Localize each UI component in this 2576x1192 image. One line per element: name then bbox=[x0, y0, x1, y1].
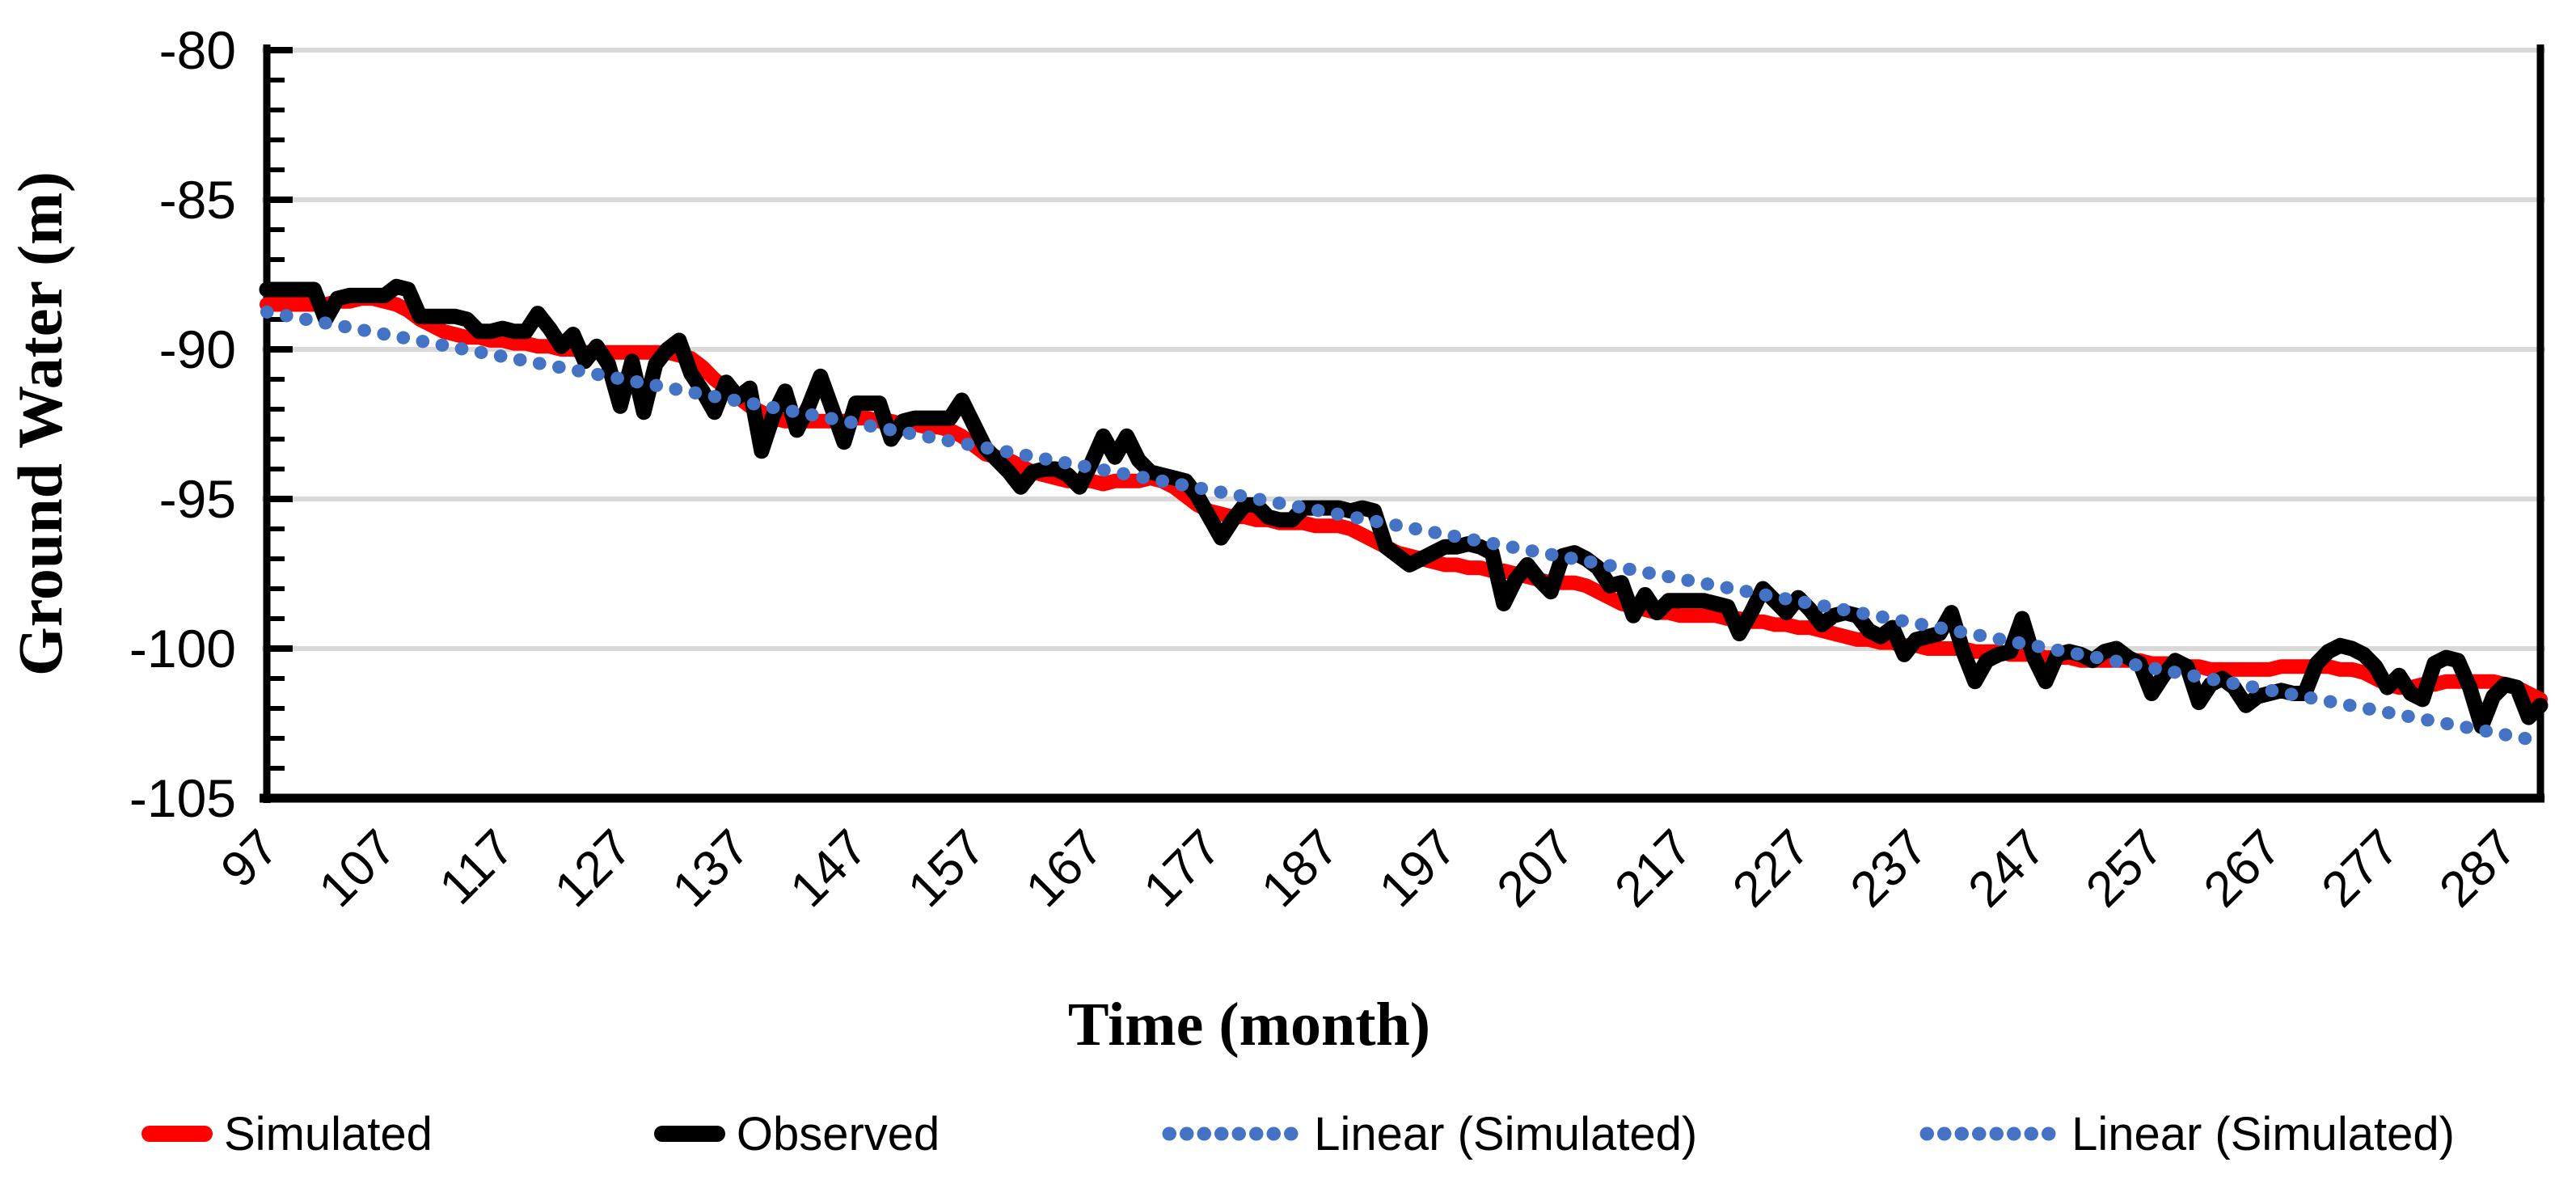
data-series-lines bbox=[259, 278, 2549, 748]
x-tick-label: 217 bbox=[1604, 819, 1703, 918]
x-tick-label: 167 bbox=[1016, 819, 1114, 918]
x-tick-label: 107 bbox=[309, 819, 408, 918]
x-tick-label: 147 bbox=[779, 819, 878, 918]
y-tick-label: -105 bbox=[129, 768, 236, 828]
simulated-line-swatch bbox=[141, 1126, 213, 1142]
series-observed-line bbox=[259, 278, 2549, 734]
x-tick-label: 257 bbox=[2076, 819, 2174, 918]
x-tick-label: 197 bbox=[1369, 819, 1467, 918]
legend-item-observed: Observed bbox=[653, 1107, 940, 1161]
x-tick-label: 157 bbox=[897, 819, 996, 918]
y-axis-ticks bbox=[267, 47, 293, 801]
legend-label-linear-simulated-2: Linear (Simulated) bbox=[2071, 1107, 2455, 1160]
legend-item-linear-simulated-1: Linear (Simulated) bbox=[1161, 1107, 1697, 1161]
chart-legend: Simulated Observed Linear (Simulated) Li… bbox=[0, 1085, 2576, 1182]
linear-simulated-dotted-swatch bbox=[1162, 1126, 1302, 1141]
x-tick-label: 277 bbox=[2312, 819, 2410, 918]
x-tick-label: 97 bbox=[210, 819, 289, 898]
x-axis-title: Time (month) bbox=[1068, 991, 1430, 1059]
y-tick-label: -85 bbox=[159, 170, 236, 230]
observed-line-swatch bbox=[653, 1126, 725, 1142]
y-axis-title: Ground Water (m) bbox=[5, 171, 75, 676]
x-tick-label: 137 bbox=[662, 819, 761, 918]
x-tick-label: 177 bbox=[1134, 819, 1232, 918]
y-tick-label: -95 bbox=[159, 469, 236, 529]
y-tick-label: -90 bbox=[159, 319, 236, 379]
x-axis-tick-labels: 97 107 117 127 137 147 157 167 177 187 197 207 217 22… bbox=[210, 819, 2527, 918]
x-tick-label: 127 bbox=[544, 819, 643, 918]
legend-label-observed: Observed bbox=[736, 1107, 940, 1160]
legend-item-simulated: Simulated bbox=[141, 1107, 433, 1161]
x-tick-label: 267 bbox=[2194, 819, 2292, 918]
y-tick-label: -100 bbox=[129, 619, 236, 678]
x-tick-label: 287 bbox=[2429, 819, 2527, 918]
legend-item-linear-simulated-2: Linear (Simulated) bbox=[1919, 1107, 2455, 1161]
trendline-linear-simulated-2 bbox=[260, 305, 2547, 748]
x-tick-label: 247 bbox=[1957, 819, 2056, 918]
x-tick-label: 187 bbox=[1251, 819, 1349, 918]
linear-simulated-dotted-swatch bbox=[1919, 1126, 2059, 1141]
x-tick-label: 237 bbox=[1840, 819, 1939, 918]
legend-label-simulated: Simulated bbox=[224, 1107, 433, 1160]
legend-label-linear-simulated-1: Linear (Simulated) bbox=[1314, 1107, 1698, 1160]
x-tick-label: 227 bbox=[1722, 819, 1821, 918]
y-axis-tick-labels: -80 -85 -90 -95 -100 -105 bbox=[129, 20, 236, 828]
x-tick-label: 117 bbox=[429, 819, 526, 915]
x-tick-label: 207 bbox=[1487, 819, 1586, 918]
y-tick-label: -80 bbox=[159, 20, 236, 80]
